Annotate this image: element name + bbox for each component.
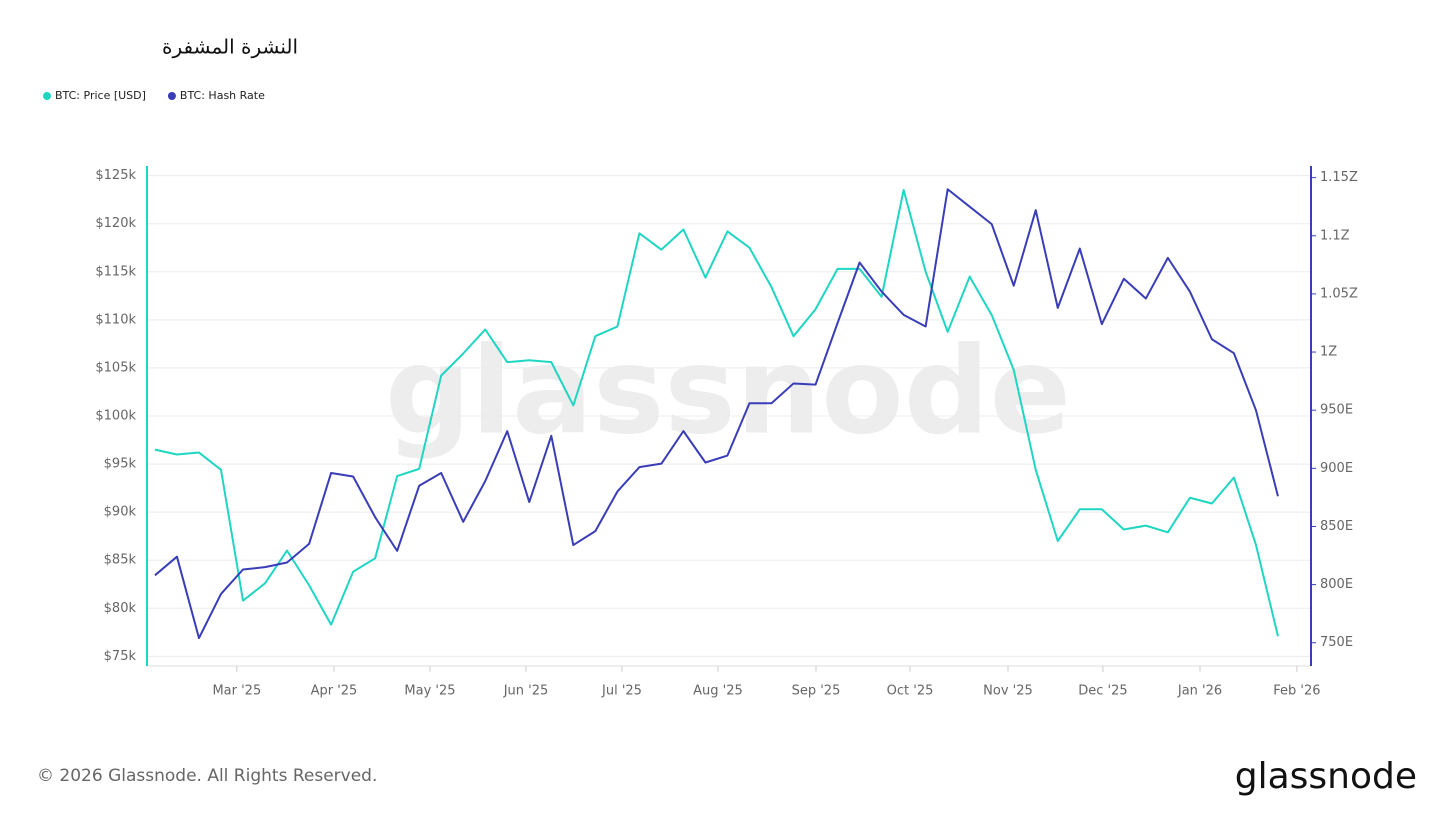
series-line (154, 188, 1279, 640)
y2-tick-label: 1.05Z (1320, 286, 1358, 301)
y2-tick-label: 1Z (1320, 345, 1337, 360)
x-tick-label: Feb '26 (1273, 684, 1320, 699)
y-tick-label: $85k (104, 553, 137, 568)
x-tick-label: Sep '25 (792, 684, 841, 699)
x-tick-label: Jul '25 (601, 684, 642, 699)
x-tick-label: Aug '25 (693, 684, 743, 699)
y2-tick-label: 850E (1320, 519, 1353, 534)
y2-tick-label: 800E (1320, 577, 1353, 592)
y-tick-label: $95k (104, 457, 137, 472)
x-tick-label: Jun '25 (503, 684, 549, 699)
legend-label: BTC: Hash Rate (180, 89, 265, 102)
legend-swatch (167, 92, 176, 100)
y-tick-label: $120k (95, 216, 136, 231)
y-tick-label: $100k (95, 409, 136, 424)
y2-tick-label: 1.1Z (1320, 228, 1350, 243)
chart-title: النشرة المشفرة (162, 35, 298, 59)
y2-tick-label: 1.15Z (1320, 170, 1358, 185)
footer: © 2026 Glassnode. All Rights Reserved. (37, 766, 377, 786)
series-line (154, 189, 1279, 637)
logo: glassnode (1235, 756, 1417, 797)
y-tick-label: $115k (95, 264, 136, 279)
y2-tick-label: 950E (1320, 403, 1353, 418)
y-tick-label: $80k (104, 601, 137, 616)
x-tick-label: Jan '26 (1177, 684, 1222, 699)
x-tick-label: Mar '25 (212, 684, 261, 699)
x-tick-label: Dec '25 (1078, 684, 1127, 699)
x-tick-label: Nov '25 (983, 684, 1033, 699)
y-tick-label: $90k (104, 505, 137, 520)
x-tick-label: May '25 (404, 684, 455, 699)
y-tick-label: $110k (95, 312, 136, 327)
y2-tick-label: 900E (1320, 461, 1353, 476)
y2-tick-label: 750E (1320, 635, 1353, 650)
y-tick-label: $125k (95, 168, 136, 183)
y-tick-label: $105k (95, 360, 136, 375)
y-tick-label: $75k (104, 649, 137, 664)
legend-swatch (43, 92, 51, 100)
watermark: glassnode (385, 323, 1071, 462)
legend-label: BTC: Price [USD] (55, 89, 146, 102)
x-tick-label: Oct '25 (887, 684, 934, 699)
x-tick-label: Apr '25 (311, 684, 358, 699)
